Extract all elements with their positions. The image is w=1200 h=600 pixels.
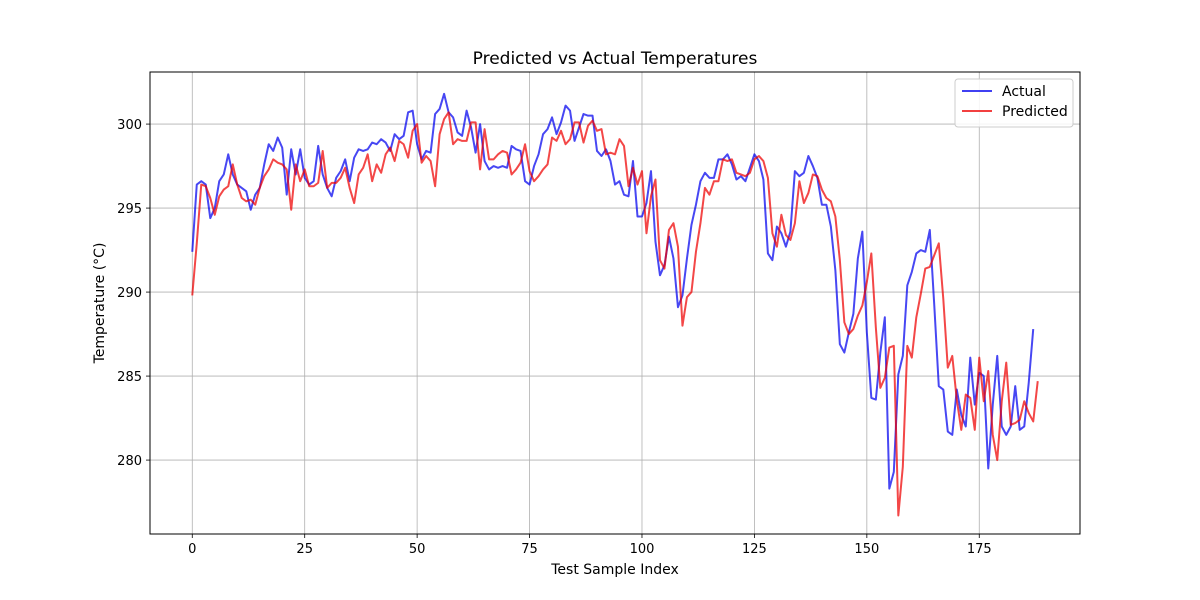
series-lines bbox=[191, 92, 1039, 517]
x-tick-label: 150 bbox=[854, 542, 879, 557]
y-tick-label: 280 bbox=[117, 454, 142, 469]
legend: Actual Predicted bbox=[954, 78, 1074, 128]
y-tick-label: 285 bbox=[117, 370, 142, 385]
series-line-actual bbox=[191, 92, 1035, 490]
grid-lines bbox=[150, 72, 1080, 534]
x-tick-label: 125 bbox=[742, 542, 767, 557]
legend-label-predicted: Predicted bbox=[1002, 104, 1068, 120]
x-axis-label: Test Sample Index bbox=[550, 562, 679, 578]
y-axis-label: Temperature (°C) bbox=[92, 243, 108, 365]
axis-ticks: 0 25 50 75 100 125 150 175 280 285 290 295 300 bbox=[117, 118, 992, 557]
x-tick-label: 50 bbox=[409, 542, 426, 557]
x-tick-label: 75 bbox=[521, 542, 538, 557]
legend-label-actual: Actual bbox=[1002, 84, 1046, 100]
y-tick-label: 300 bbox=[117, 118, 142, 133]
x-tick-label: 25 bbox=[296, 542, 313, 557]
series-line-predicted bbox=[191, 111, 1039, 517]
y-tick-label: 295 bbox=[117, 202, 142, 217]
plot-frame bbox=[149, 71, 1081, 535]
x-tick-label: 100 bbox=[630, 542, 655, 557]
y-tick-label: 290 bbox=[117, 286, 142, 301]
x-tick-label: 0 bbox=[188, 542, 196, 557]
chart-title: Predicted vs Actual Temperatures bbox=[473, 49, 758, 69]
x-tick-label: 175 bbox=[967, 542, 992, 557]
